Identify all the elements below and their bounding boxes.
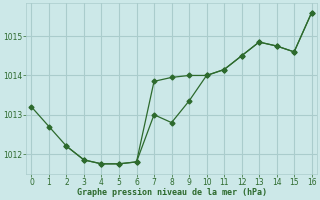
X-axis label: Graphe pression niveau de la mer (hPa): Graphe pression niveau de la mer (hPa) (76, 188, 267, 197)
